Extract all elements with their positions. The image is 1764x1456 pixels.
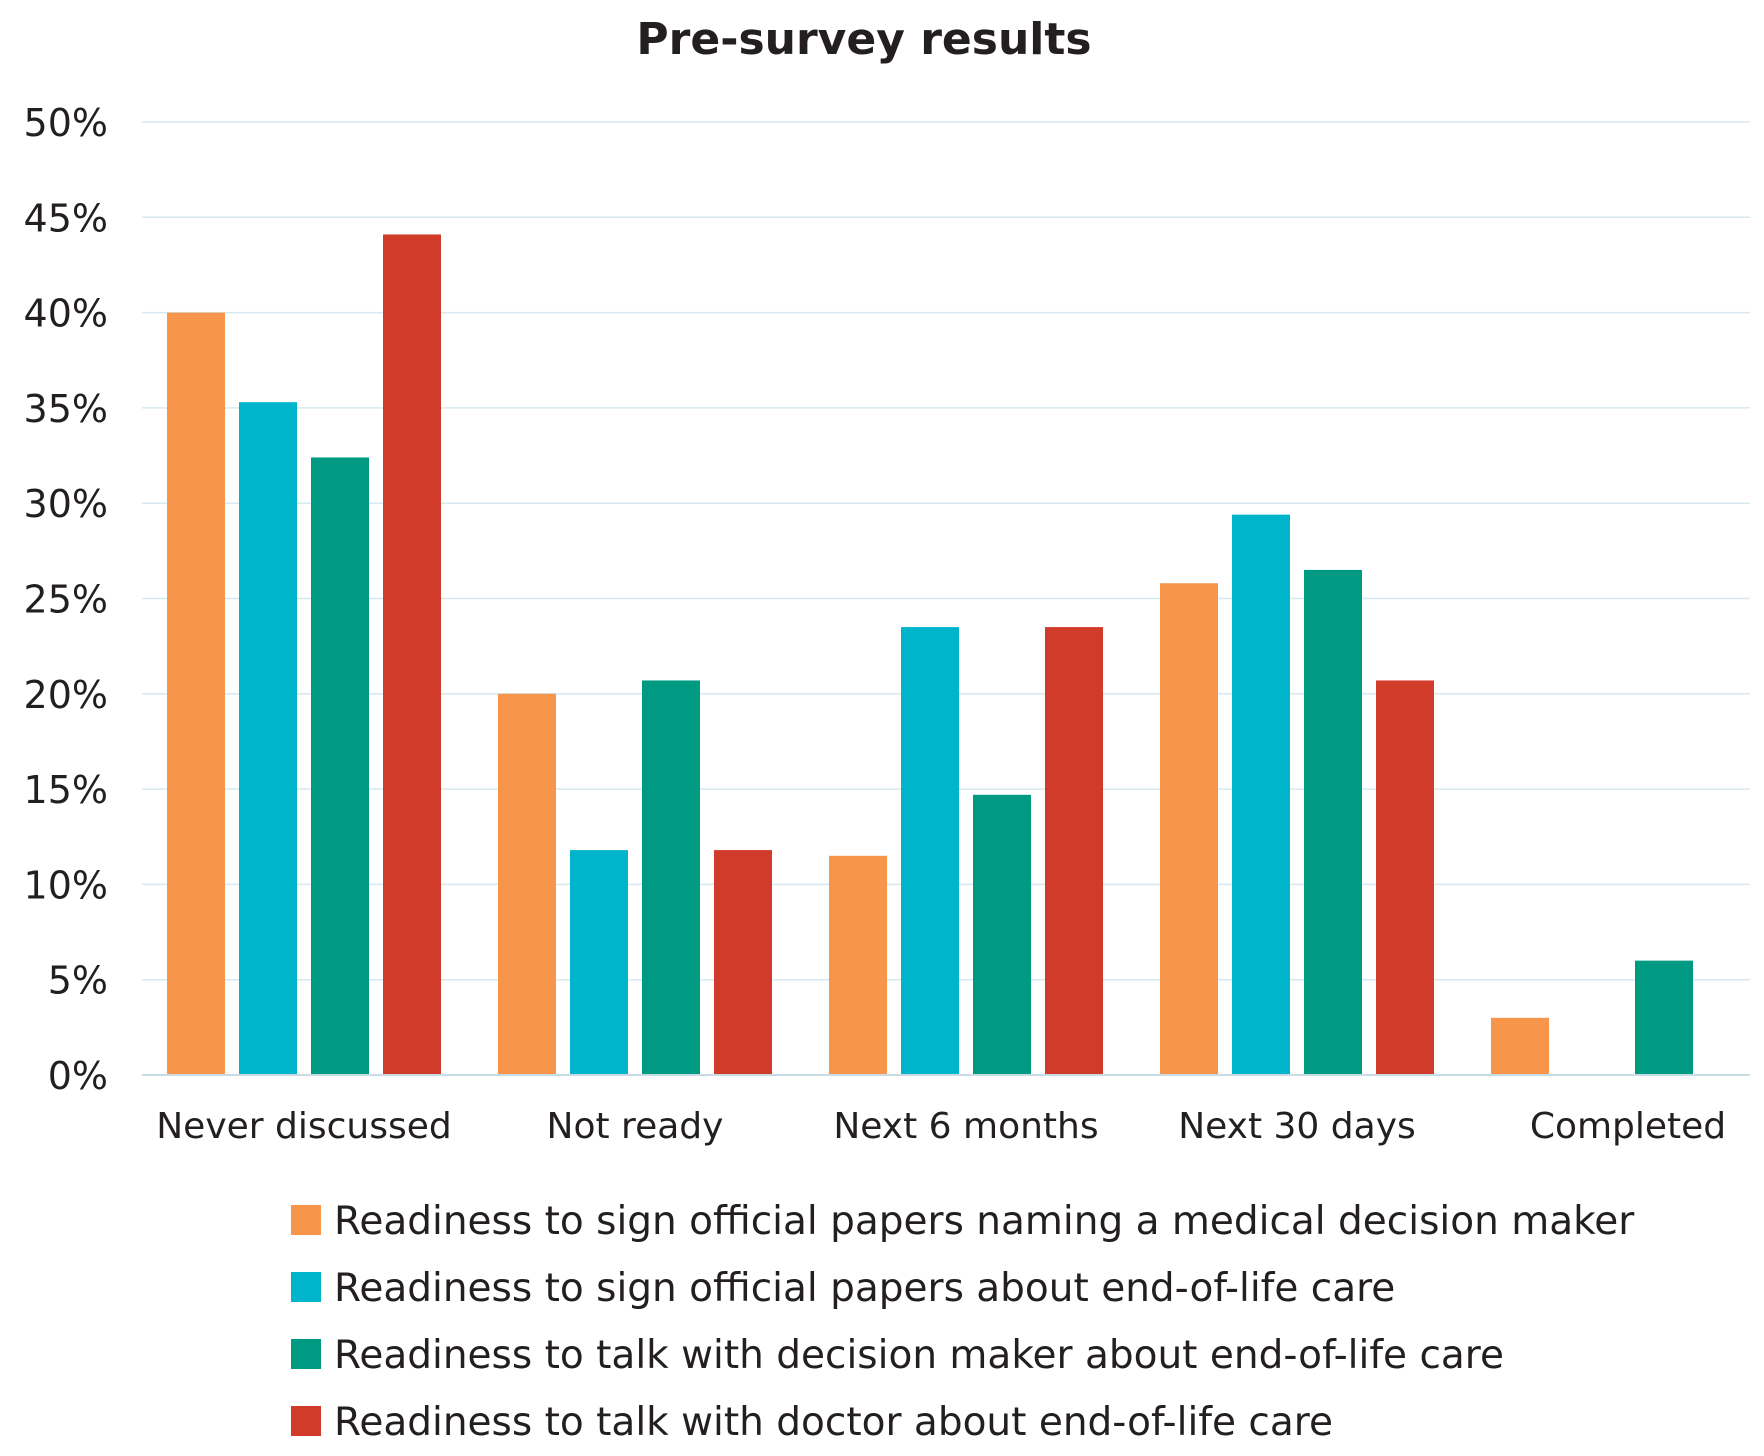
bar <box>498 693 556 1075</box>
y-tick-label: 5% <box>48 959 108 1003</box>
chart-title: Pre-survey results <box>636 14 1091 65</box>
x-tick-label: Next 6 months <box>833 1106 1098 1147</box>
legend-swatch <box>291 1339 321 1369</box>
bars <box>167 234 1693 1076</box>
bar <box>1045 627 1103 1075</box>
bar <box>973 794 1031 1075</box>
x-tick-label: Never discussed <box>156 1106 452 1147</box>
legend-label: Readiness to talk with doctor about end-… <box>334 1400 1333 1445</box>
bar <box>311 457 369 1075</box>
bar <box>901 627 959 1075</box>
y-tick-label: 30% <box>24 482 108 526</box>
bar <box>1376 680 1434 1075</box>
x-tick-label: Not ready <box>547 1106 724 1147</box>
x-tick-label: Next 30 days <box>1178 1106 1416 1147</box>
bar <box>167 312 225 1076</box>
bar <box>1232 514 1290 1075</box>
bar <box>383 234 441 1076</box>
legend-label: Readiness to sign official papers naming… <box>334 1199 1635 1244</box>
y-tick-label: 35% <box>24 387 108 431</box>
legend-swatch <box>291 1406 321 1436</box>
y-tick-label: 50% <box>24 101 108 145</box>
legend-swatch <box>291 1205 321 1235</box>
bar <box>239 402 297 1075</box>
bar <box>1635 960 1693 1075</box>
bar <box>1304 569 1362 1075</box>
bar <box>570 850 628 1075</box>
bar <box>829 855 887 1075</box>
y-axis: 0% 5% 10% 15% 20% 25% 30% 35% 40% 45% 50% <box>24 101 108 1098</box>
y-tick-label: 20% <box>24 673 108 717</box>
category-labels: Never discussed Not ready Next 6 months Nex… <box>156 1106 1726 1147</box>
legend: Readiness to sign official papers naming… <box>291 1199 1635 1445</box>
bar <box>714 850 772 1075</box>
y-tick-label: 0% <box>48 1054 108 1098</box>
legend-label: Readiness to sign official papers about … <box>334 1266 1395 1311</box>
bar <box>1491 1017 1549 1075</box>
bar <box>1160 583 1218 1075</box>
bar <box>642 680 700 1075</box>
y-tick-label: 40% <box>24 292 108 336</box>
y-tick-label: 15% <box>24 768 108 812</box>
legend-label: Readiness to talk with decision maker ab… <box>334 1333 1504 1378</box>
y-tick-label: 10% <box>24 863 108 907</box>
legend-swatch <box>291 1272 321 1302</box>
y-tick-label: 25% <box>24 578 108 622</box>
x-tick-label: Completed <box>1530 1106 1726 1147</box>
y-tick-label: 45% <box>24 196 108 240</box>
